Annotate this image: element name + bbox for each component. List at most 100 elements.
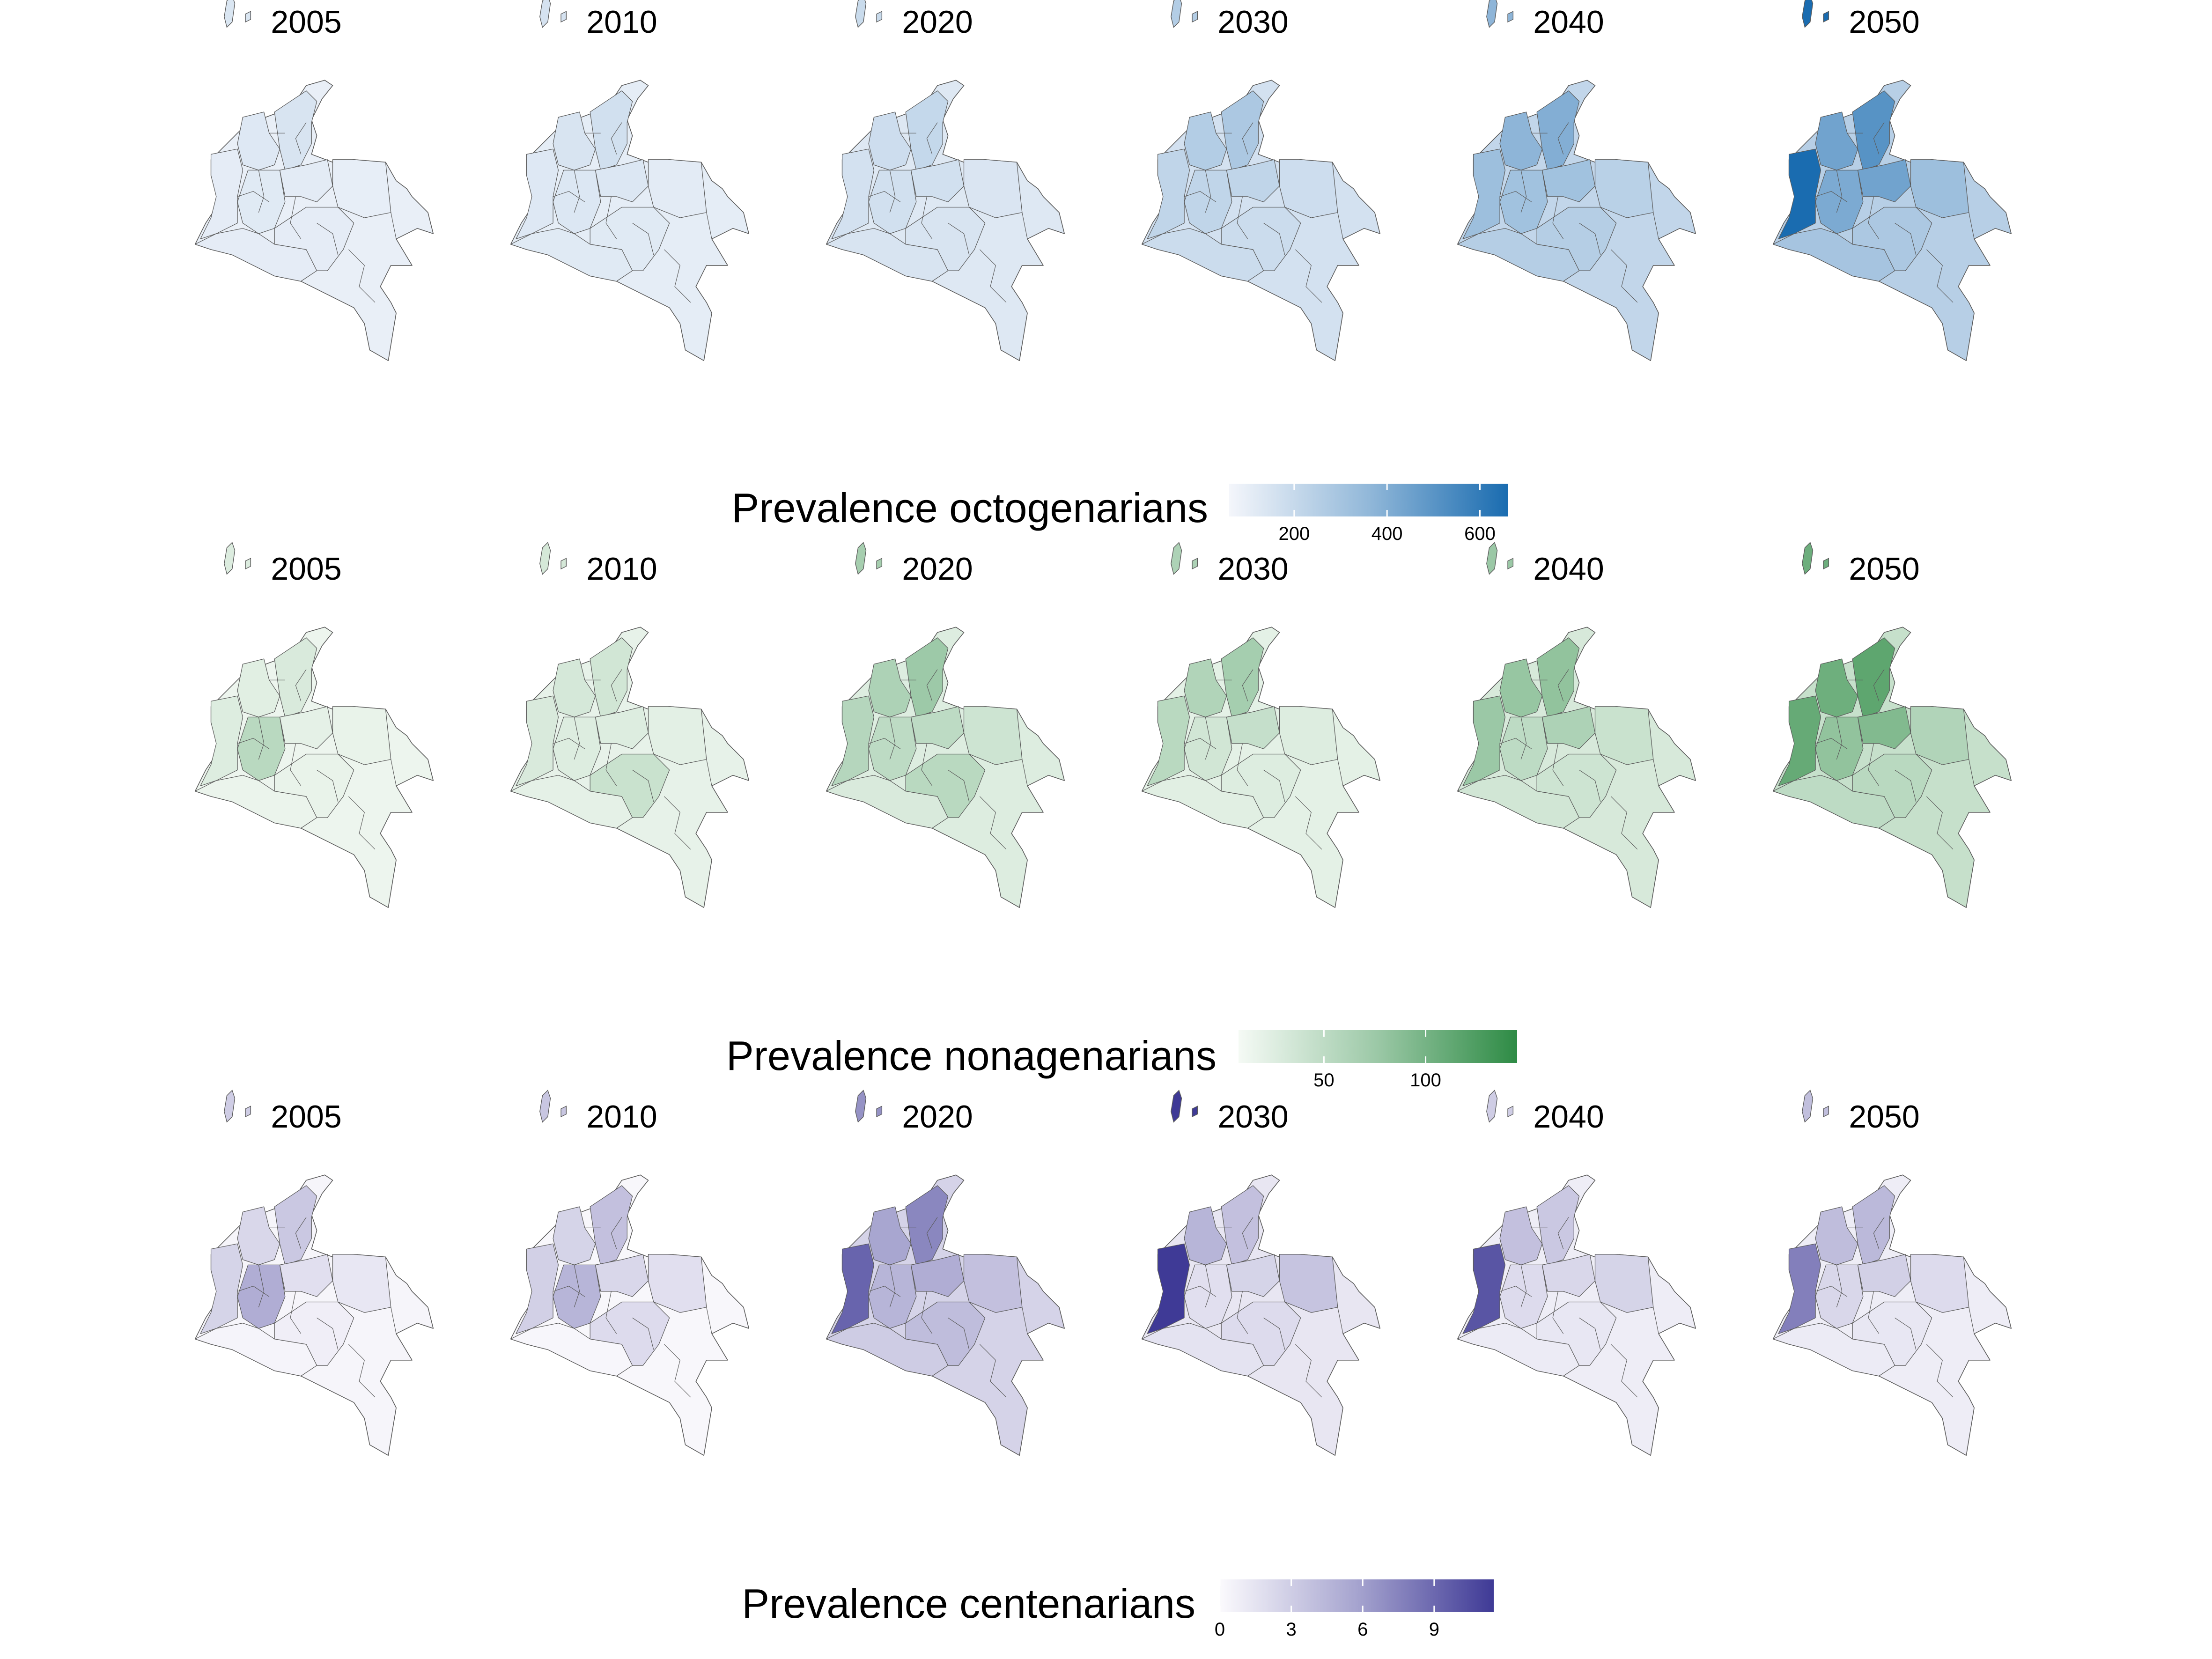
department-region [590, 206, 670, 271]
department-border [1499, 737, 1532, 749]
department-region [1536, 753, 1617, 818]
department-border [348, 796, 376, 850]
facet-title-2020: 2020 [902, 1099, 973, 1135]
department-border [1022, 759, 1028, 786]
department-region [868, 170, 917, 234]
island-san-andres [224, 0, 236, 28]
department-region [648, 706, 707, 765]
department-region [553, 170, 601, 234]
department-border [1611, 1344, 1638, 1398]
panel-centenarians: 2005 2010 2020 2030 2040 2050 Prevalence cente… [194, 1090, 2012, 1640]
island-providencia [1823, 558, 1829, 570]
map-nonagenarians-2040 [1457, 542, 1696, 908]
department-border [1184, 191, 1217, 202]
department-border [1552, 196, 1564, 239]
island-san-andres [855, 542, 867, 575]
map-nonagenarians-2010 [510, 542, 749, 908]
facet-title-2005: 2005 [271, 4, 341, 40]
department-region [279, 159, 333, 202]
department-border [632, 769, 654, 802]
panel-octogenarians: 2005 2010 2020 2030 2040 2050 Prevalence octog… [194, 0, 2012, 544]
colorbar-nonagenarians [1239, 1030, 1517, 1063]
department-region [237, 111, 280, 171]
island-providencia [1192, 558, 1198, 570]
department-border [1337, 212, 1343, 239]
island-providencia [876, 11, 883, 23]
department-region [1910, 706, 1969, 765]
map-octogenarians-2050 [1772, 0, 2012, 361]
island-providencia [1823, 11, 1829, 23]
department-border [926, 122, 938, 155]
map-centenarians-2020 [826, 1090, 1065, 1456]
department-region [1852, 206, 1932, 271]
department-border [1868, 1291, 1880, 1334]
facet-title-2010: 2010 [586, 551, 657, 587]
island-providencia [245, 1106, 251, 1118]
map-nonagenarians-2020 [826, 542, 1065, 908]
department-border [632, 1317, 654, 1350]
department-border [1969, 1307, 1975, 1334]
department-border [1520, 1265, 1527, 1307]
colorbar-tick-label: 400 [1371, 524, 1403, 544]
department-border [348, 249, 376, 303]
island-san-andres [1171, 1090, 1182, 1123]
department-region [868, 111, 912, 171]
department-border [706, 212, 712, 239]
department-region [1184, 1206, 1227, 1266]
department-region [1221, 90, 1264, 171]
department-border [553, 737, 585, 749]
department-border [1337, 759, 1343, 786]
department-region [1226, 706, 1280, 749]
department-border [1237, 743, 1248, 786]
department-border [1836, 717, 1843, 759]
facet-title-2005: 2005 [271, 551, 341, 587]
department-border [295, 669, 307, 701]
department-border [1926, 249, 1954, 303]
department-region [274, 753, 354, 818]
department-border [664, 796, 691, 850]
department-region [1226, 1254, 1280, 1297]
department-border [237, 191, 270, 202]
island-san-andres [539, 542, 551, 575]
department-region [1499, 170, 1548, 234]
department-region [1184, 658, 1227, 718]
department-border [1926, 1344, 1954, 1398]
department-border [1579, 1317, 1601, 1350]
department-border [1242, 1217, 1253, 1249]
department-border [921, 1291, 933, 1334]
department-region [1910, 159, 1969, 218]
department-border [1205, 1265, 1211, 1307]
department-region [553, 716, 601, 781]
department-border [1836, 170, 1843, 213]
department-border [1205, 170, 1211, 213]
island-providencia [245, 558, 251, 570]
department-region [963, 706, 1023, 765]
department-region [905, 90, 949, 171]
island-san-andres [1802, 542, 1814, 575]
department-border [237, 1285, 270, 1297]
department-region [1852, 753, 1932, 818]
department-region [237, 1264, 286, 1329]
map-nonagenarians-2005 [194, 542, 434, 908]
department-border [317, 1317, 339, 1350]
department-border [574, 170, 580, 213]
map-nonagenarians-2030 [1141, 542, 1380, 908]
department-region [1852, 90, 1895, 171]
facet-title-2010: 2010 [586, 1099, 657, 1135]
department-border [1557, 122, 1569, 155]
department-region [868, 1206, 912, 1266]
department-region [1499, 111, 1543, 171]
department-region [1221, 1301, 1301, 1366]
department-border [921, 743, 933, 786]
department-region [905, 1301, 986, 1366]
department-border [317, 769, 339, 802]
island-providencia [560, 1106, 567, 1118]
department-region [332, 159, 391, 218]
map-centenarians-2050 [1772, 1090, 2012, 1456]
facet-title-2050: 2050 [1849, 4, 1919, 40]
department-region [648, 159, 707, 218]
department-border [1242, 122, 1253, 155]
department-region [1221, 1185, 1264, 1266]
department-border [1022, 1307, 1028, 1334]
department-border [889, 1265, 896, 1307]
